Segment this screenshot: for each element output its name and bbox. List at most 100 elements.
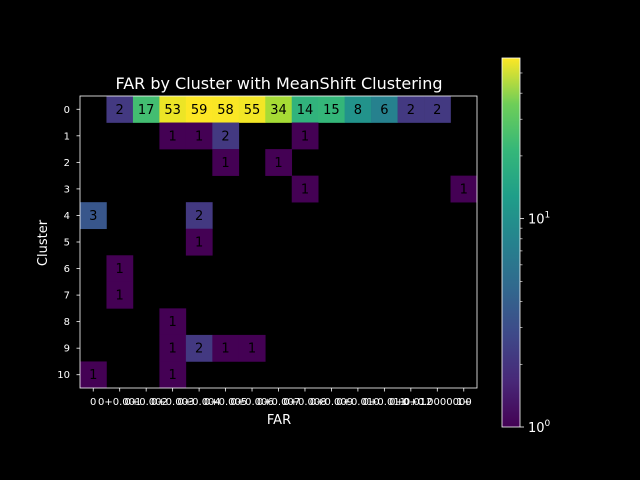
cell-value-label: 1 — [301, 129, 309, 144]
x-tick-label: 0+0.003 — [151, 397, 194, 408]
x-axis: 0 0+0.0010+0.0020+0.0030+0.0040+0.0050+0.… — [90, 388, 472, 408]
colorbar: 100 101 — [501, 57, 551, 436]
y-tick-label: 7 — [64, 291, 70, 302]
heatmap-cell — [185, 334, 213, 362]
heatmap-cell — [185, 228, 213, 256]
heatmap-cell — [159, 122, 187, 150]
cell-value-label: 1 — [221, 156, 229, 171]
y-tick-label: 3 — [64, 184, 70, 195]
y-tick-label: 6 — [64, 264, 70, 275]
cell-value-label: 2 — [221, 129, 229, 144]
heatmap-cell — [106, 281, 134, 309]
x-tick-label: 1+ — [456, 397, 471, 408]
y-tick-label: 8 — [64, 317, 70, 328]
heatmap-cell — [344, 96, 372, 123]
cell-value-label: 14 — [297, 103, 314, 118]
x-tick-label: 0+0.004 — [177, 397, 220, 408]
cell-value-label: 17 — [138, 103, 155, 118]
heatmap-cell — [159, 361, 187, 389]
heatmap-cell — [159, 334, 187, 362]
cell-value-label: 1 — [116, 262, 124, 277]
x-tick-label: 0+0.007 — [257, 397, 300, 408]
y-tick-label: 1 — [64, 131, 70, 142]
cell-value-label: 8 — [354, 103, 362, 118]
cell-value-label: 6 — [380, 103, 388, 118]
cell-value-label: 1 — [168, 342, 176, 357]
heatmap-cell — [80, 202, 107, 230]
cell-value-label: 1 — [168, 368, 176, 383]
heatmap-cell — [80, 361, 107, 389]
cell-value-label: 1 — [116, 289, 124, 304]
x-tick-label: 0+0.005 — [204, 397, 247, 408]
x-tick-label: 0+0.002 — [124, 397, 167, 408]
cell-value-label: 1 — [274, 156, 282, 171]
plot-area: 2 17 53 59 58 55 34 14 15 8 6 2 2 1 1 2 1 1 1 1 1 3 2 1 1 1 1 1 2 1 1 1… — [79, 95, 478, 389]
cell-value-label: 1 — [168, 129, 176, 144]
x-tick-label: 0+0.011 — [363, 397, 406, 408]
heatmap-cell — [106, 255, 134, 283]
cell-value-label: 53 — [164, 103, 181, 118]
colorbar-tick-label: 101 — [528, 211, 550, 228]
heatmap-cell — [212, 334, 240, 362]
plot-background — [80, 96, 477, 388]
cell-value-label: 58 — [217, 103, 234, 118]
heatmap-cell — [238, 96, 266, 123]
y-tick-label: 5 — [64, 238, 70, 249]
x-tick-label: 0+0.010 — [336, 397, 379, 408]
cell-value-label: 55 — [244, 103, 261, 118]
cell-value-label: 1 — [195, 236, 203, 251]
heatmap-cell — [318, 96, 345, 123]
y-tick-label: 9 — [64, 344, 70, 355]
heatmap-cell — [132, 96, 160, 123]
colorbar-gradient — [502, 58, 520, 427]
heatmap-cell — [397, 96, 425, 123]
x-tick-label: 0+0.009 — [310, 397, 353, 408]
colorbar-frame — [501, 57, 521, 428]
y-tick-label: 0 — [64, 105, 70, 116]
y-tick-label: 2 — [64, 158, 70, 169]
cell-value-label: 2 — [195, 342, 203, 357]
heatmap-cell — [212, 122, 240, 150]
cell-value-label: 59 — [191, 103, 208, 118]
x-tick-label: 0+0.012 — [389, 397, 432, 408]
x-tick-label: 0+0.001 — [98, 397, 141, 408]
x-tick-label: 0+0.008 — [283, 397, 326, 408]
y-tick-label: 10 — [57, 370, 70, 381]
colorbar-tick-label: 100 — [528, 419, 551, 436]
heatmap-cell — [424, 96, 451, 123]
cell-value-label: 1 — [195, 129, 203, 144]
y-axis: 0 1 2 3 4 5 6 7 8 9 10 — [57, 105, 80, 381]
cell-value-label: 2 — [116, 103, 124, 118]
cell-value-label: 34 — [270, 103, 287, 118]
cell-value-label: 1 — [460, 182, 468, 197]
heatmap-cell — [185, 202, 213, 230]
cell-value-label: 1 — [89, 368, 97, 383]
heatmap-cell — [159, 96, 187, 123]
heatmap-cell — [291, 96, 319, 123]
heatmap-cell — [159, 308, 187, 336]
y-tick-label: 4 — [64, 211, 70, 222]
cell-value-label: 1 — [248, 342, 256, 357]
y-axis-label: Cluster — [36, 219, 51, 266]
heatmap-cell — [106, 96, 134, 123]
heatmap-cell — [265, 149, 293, 176]
chart-title: FAR by Cluster with MeanShift Clustering — [115, 74, 442, 93]
heatmap-cell — [185, 122, 213, 150]
heatmap-cell — [291, 175, 319, 203]
cell-value-label: 1 — [221, 342, 229, 357]
x-axis-label: FAR — [267, 413, 291, 428]
cell-value-label: 1 — [168, 315, 176, 330]
heatmap-cell — [212, 96, 240, 123]
cell-value-label: 2 — [433, 103, 441, 118]
cell-value-label: 15 — [323, 103, 340, 118]
cell-value-label: 3 — [89, 209, 97, 224]
heatmap-cell — [371, 96, 398, 123]
x-tick-label: 0+0.0000000 — [403, 397, 472, 408]
heatmap-cell — [450, 175, 478, 203]
heatmap-cell — [291, 122, 319, 150]
cell-value-label: 2 — [195, 209, 203, 224]
heatmap-cell — [185, 96, 213, 123]
heatmap-cell — [238, 334, 266, 362]
heatmap-cell — [265, 96, 293, 123]
